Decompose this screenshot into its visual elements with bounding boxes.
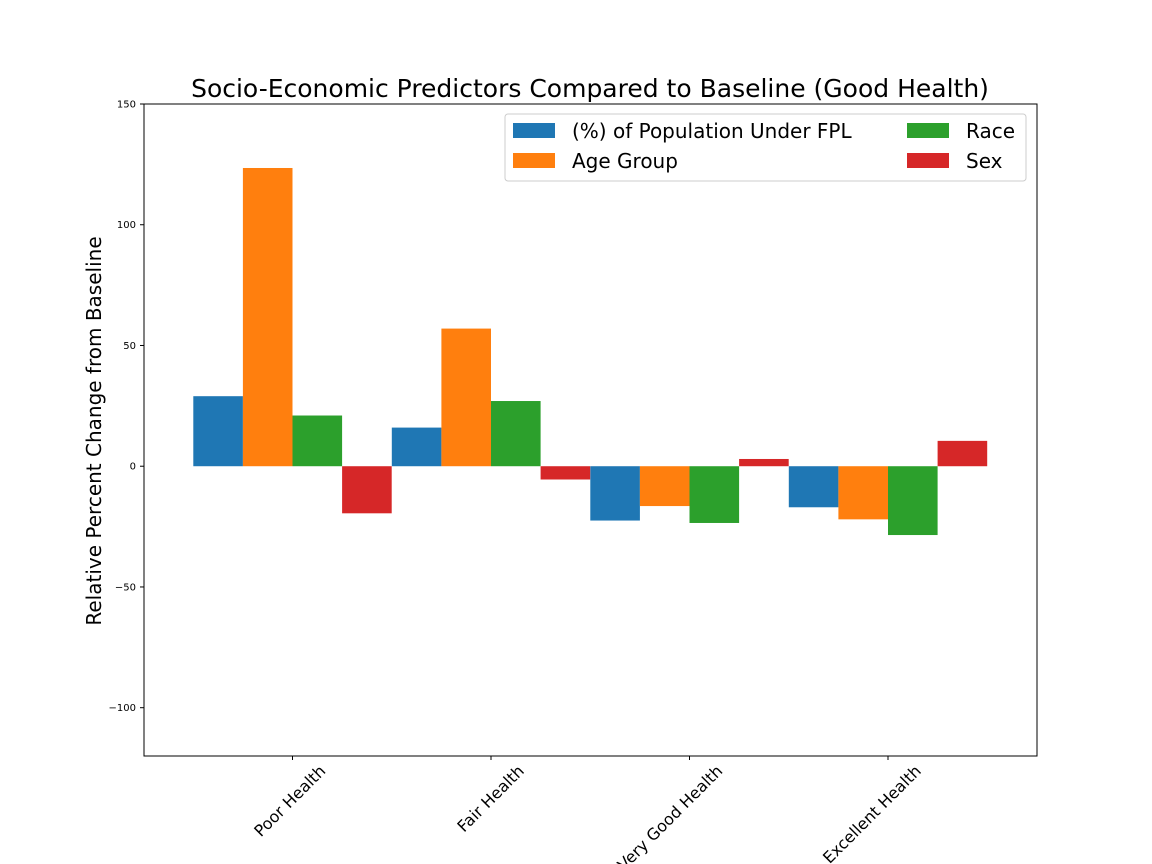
bar-race-0 xyxy=(292,415,343,467)
x-tick-label: Excellent Health xyxy=(819,761,925,864)
bar-race-1 xyxy=(491,401,541,467)
bar-age-group-0 xyxy=(242,167,293,467)
bar-of-population-under-fpl-1 xyxy=(391,427,442,467)
legend-swatch xyxy=(513,123,555,138)
bar-age-group-3 xyxy=(838,466,888,520)
bar-age-group-1 xyxy=(441,328,491,467)
y-tick-label: 50 xyxy=(123,341,136,352)
y-tick-label: −100 xyxy=(109,703,136,714)
bars-group xyxy=(193,167,988,536)
legend-swatch xyxy=(513,153,555,168)
bar-of-population-under-fpl-2 xyxy=(590,466,640,521)
y-axis-label: Relative Percent Change from Baseline xyxy=(82,236,106,625)
y-tick-label: 0 xyxy=(130,462,136,473)
plot-frame xyxy=(143,103,1038,757)
chart-title: Socio-Economic Predictors Compared to Ba… xyxy=(191,74,989,103)
legend-label: Sex xyxy=(966,149,1003,173)
bar-of-population-under-fpl-3 xyxy=(788,466,839,508)
y-tick-label: 150 xyxy=(117,100,136,111)
x-tick-label: Very Good Health xyxy=(614,761,727,864)
y-tick-label: −50 xyxy=(115,582,136,593)
legend-label: Age Group xyxy=(572,149,678,173)
legend-label: Race xyxy=(966,119,1015,143)
legend-swatch xyxy=(907,153,949,168)
x-tick-label: Poor Health xyxy=(250,761,329,840)
bar-sex-2 xyxy=(739,458,789,467)
legend-box xyxy=(504,113,1027,182)
y-tick-label: 100 xyxy=(117,220,136,231)
x-tick-label: Fair Health xyxy=(453,761,527,835)
bar-age-group-2 xyxy=(639,466,690,507)
legend-label: (%) of Population Under FPL xyxy=(572,119,852,143)
bar-sex-0 xyxy=(342,466,392,514)
bar-of-population-under-fpl-0 xyxy=(193,396,243,467)
legend-swatch xyxy=(907,123,949,138)
bar-sex-3 xyxy=(937,440,988,467)
bar-sex-1 xyxy=(540,466,591,480)
bar-race-2 xyxy=(689,466,740,523)
bar-race-3 xyxy=(888,466,938,536)
legend: (%) of Population Under FPL Age Group Race… xyxy=(504,113,1027,182)
